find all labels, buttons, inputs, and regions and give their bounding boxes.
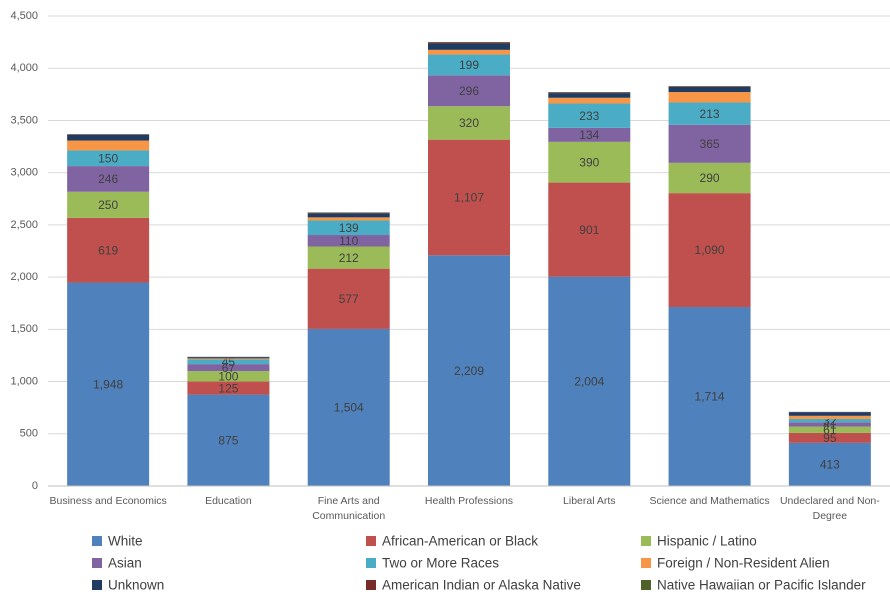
bar-segment [308, 213, 390, 214]
data-label: 619 [98, 243, 118, 257]
y-tick-label: 1,000 [10, 375, 38, 387]
data-label: 213 [700, 107, 720, 121]
data-label: 139 [339, 221, 359, 235]
x-label-box: Health Professions [409, 494, 529, 530]
legend-label: Two or More Races [382, 556, 499, 571]
bar-segment [548, 92, 630, 93]
y-tick-label: 2,500 [10, 219, 38, 231]
bar-segment [428, 44, 510, 50]
data-label: 413 [820, 458, 840, 472]
data-label: 1,090 [695, 243, 725, 257]
bar-segment [187, 358, 269, 359]
data-label: 233 [579, 109, 599, 123]
data-label: 1,107 [454, 191, 484, 205]
legend-swatch [641, 580, 651, 590]
bar-segment [548, 98, 630, 104]
legend-swatch [641, 558, 651, 568]
legend-label: Native Hawaiian or Pacific Islander [657, 578, 866, 593]
legend-swatch [92, 536, 102, 546]
y-tick-label: 1,500 [10, 323, 38, 335]
data-label: 250 [98, 198, 118, 212]
legend-label: Foreign / Non-Resident Alien [657, 556, 830, 571]
bar-segment [548, 93, 630, 98]
x-tick-label: Undeclared and Non-Degree [770, 494, 890, 524]
x-tick-label: Health Professions [409, 494, 529, 509]
data-label: 875 [218, 433, 238, 447]
bar-segment [67, 134, 149, 135]
data-label: 1,948 [93, 377, 123, 391]
data-label: 212 [339, 251, 359, 265]
bar-segment [428, 50, 510, 55]
data-label: 150 [98, 151, 118, 165]
data-label: 1,504 [334, 401, 364, 415]
bar-segment [308, 217, 390, 220]
x-tick-label: Education [168, 494, 288, 509]
bar-segment [67, 135, 149, 141]
bar-segment [308, 213, 390, 217]
x-tick-label: Science and Mathematics [649, 494, 769, 509]
y-tick-label: 3,000 [10, 167, 38, 179]
data-label: 199 [459, 58, 479, 72]
bar-segment [789, 416, 871, 419]
legend-swatch [92, 580, 102, 590]
legend-swatch [641, 536, 651, 546]
bar-segment [187, 357, 269, 358]
bar-segment [669, 92, 751, 102]
x-label-box: Fine Arts and Communication [289, 494, 409, 530]
legend-label: Asian [108, 556, 142, 571]
x-tick-label: Business and Economics [48, 494, 168, 509]
y-tick-label: 2,000 [10, 271, 38, 283]
y-tick-label: 0 [32, 480, 38, 492]
bar-segment [428, 43, 510, 44]
bar-segment [669, 86, 751, 87]
x-label-box: Science and Mathematics [649, 494, 769, 530]
data-label: 2,004 [574, 375, 604, 389]
legend-label: White [108, 534, 143, 549]
legend-label: Hispanic / Latino [657, 534, 757, 549]
bar-segment [669, 87, 751, 92]
legend-swatch [92, 558, 102, 568]
y-tick-label: 500 [20, 428, 38, 440]
x-tick-label: Liberal Arts [529, 494, 649, 509]
legend-swatch [366, 558, 376, 568]
data-label: 110 [339, 234, 358, 248]
data-label: 134 [579, 128, 599, 142]
x-tick-label: Fine Arts and Communication [289, 494, 409, 524]
legend-label: Unknown [108, 578, 164, 593]
legend-swatch [366, 580, 376, 590]
data-label: 2,209 [454, 364, 484, 378]
bar-segment [67, 140, 149, 150]
x-label-box: Undeclared and Non-Degree [770, 494, 890, 530]
y-tick-label: 4,500 [10, 10, 38, 22]
data-label: 577 [339, 292, 359, 306]
y-tick-label: 4,000 [10, 62, 38, 74]
legend-swatch [366, 536, 376, 546]
data-label: 290 [700, 171, 720, 185]
data-label: 1,714 [695, 390, 725, 404]
data-label: 365 [700, 137, 720, 151]
data-label: 390 [579, 155, 599, 169]
data-label: 320 [459, 116, 479, 130]
x-label-box: Business and Economics [48, 494, 168, 530]
data-label: 246 [98, 172, 118, 186]
y-tick-label: 3,500 [10, 114, 38, 126]
legend-label: African-American or Black [382, 534, 538, 549]
data-label: 296 [459, 84, 479, 98]
legend-label: American Indian or Alaska Native [382, 578, 581, 593]
x-label-box: Liberal Arts [529, 494, 649, 530]
data-label: 901 [579, 223, 599, 237]
x-label-box: Education [168, 494, 288, 530]
bar-segment [789, 412, 871, 416]
